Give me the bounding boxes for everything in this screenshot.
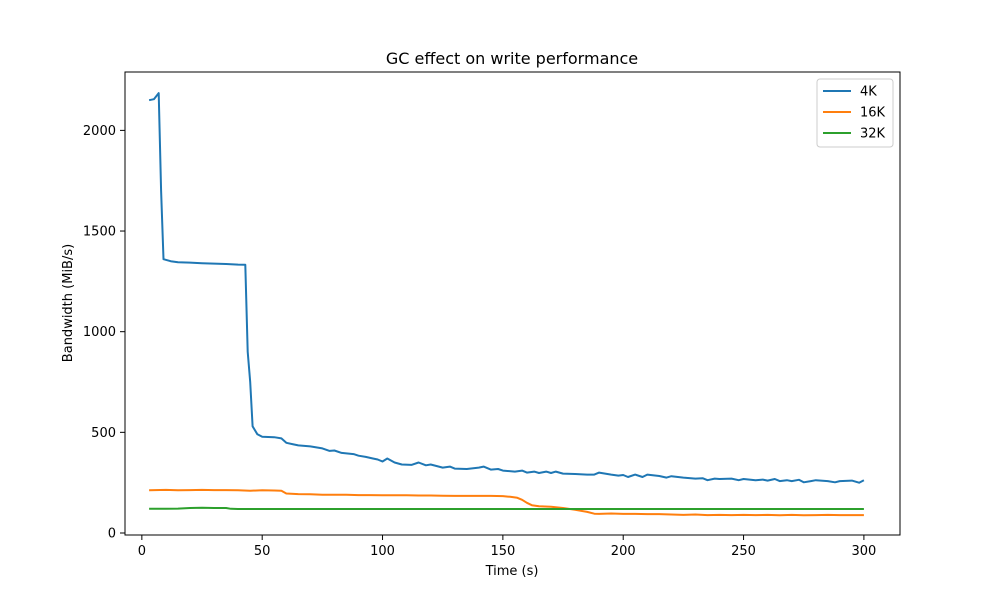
legend-label-32k: 32K — [860, 127, 886, 142]
x-tick-label: 250 — [731, 544, 756, 559]
x-tick-label: 50 — [254, 544, 271, 559]
chart-title: GC effect on write performance — [386, 49, 638, 68]
legend-label-16k: 16K — [860, 106, 886, 121]
y-axis-label: Bandwidth (MiB/s) — [61, 244, 76, 362]
y-tick-label: 1000 — [83, 325, 116, 340]
legend-label-4k: 4K — [860, 85, 877, 100]
series-line-16k — [149, 488, 864, 517]
y-tick-label: 1500 — [83, 225, 116, 240]
y-tick-label: 500 — [91, 426, 116, 441]
legend: 4K 16K 32K — [816, 78, 894, 148]
y-tick-label: 0 — [108, 526, 116, 541]
x-tick-label: 200 — [611, 544, 636, 559]
x-axis: 0 50 100 150 200 250 300 — [138, 535, 876, 559]
axes-frame — [124, 71, 901, 536]
x-axis-label: Time (s) — [485, 564, 539, 579]
x-tick-label: 100 — [370, 544, 395, 559]
x-tick-label: 150 — [490, 544, 515, 559]
legend-box — [816, 78, 894, 148]
series-line-32k — [149, 506, 864, 510]
plot-area — [148, 92, 865, 517]
y-tick-label: 2000 — [83, 124, 116, 139]
y-axis: 0 500 1000 1500 2000 — [83, 124, 125, 541]
x-tick-label: 0 — [138, 544, 146, 559]
x-tick-label: 300 — [851, 544, 876, 559]
series-line-4k — [148, 92, 865, 484]
